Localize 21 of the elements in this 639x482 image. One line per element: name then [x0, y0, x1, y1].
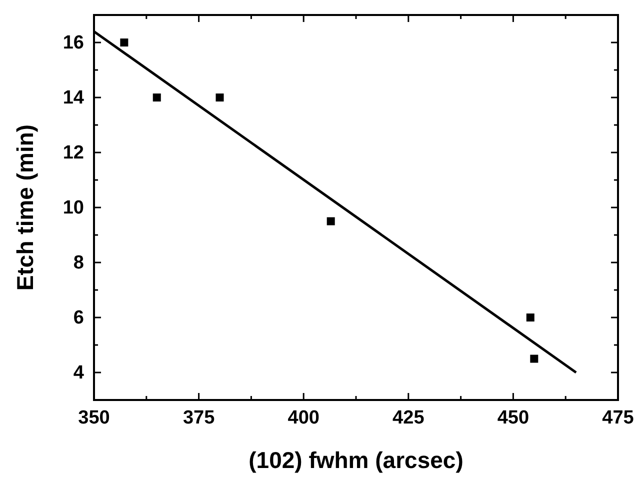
- point: [526, 314, 534, 322]
- point: [216, 94, 224, 102]
- y-tick-label: 4: [73, 362, 84, 384]
- point: [152, 94, 161, 102]
- point: [326, 217, 335, 226]
- x-tick-label: 475: [602, 407, 634, 428]
- x-tick-label: 450: [497, 407, 530, 428]
- x-tick-label: 400: [288, 407, 320, 428]
- point: [530, 354, 538, 363]
- x-tick-label: 425: [392, 407, 425, 428]
- x-axis-title: (102) fwhm (arcsec): [248, 447, 464, 473]
- y-tick-label: 12: [62, 142, 84, 164]
- y-axis-title: Etch time (min): [12, 124, 38, 291]
- y-tick-label: 16: [62, 32, 84, 54]
- point: [120, 38, 128, 46]
- x-tick-label: 350: [78, 407, 110, 428]
- y-tick-label: 14: [62, 88, 84, 109]
- x-tick-label: 375: [182, 407, 216, 428]
- y-tick-label: 6: [73, 308, 84, 329]
- y-tick-label: 10: [62, 198, 84, 219]
- y-tick-label: 8: [73, 252, 84, 274]
